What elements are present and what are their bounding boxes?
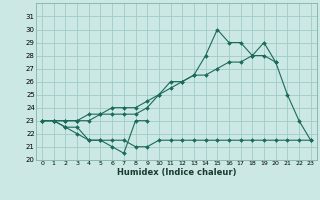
X-axis label: Humidex (Indice chaleur): Humidex (Indice chaleur) xyxy=(117,168,236,177)
